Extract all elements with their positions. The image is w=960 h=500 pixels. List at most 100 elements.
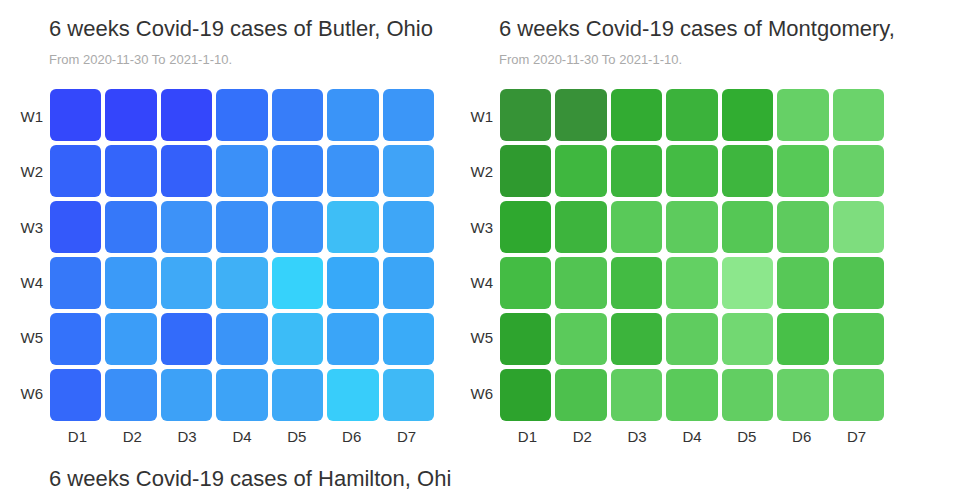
x-axis-label: D7 [829, 428, 884, 445]
heatmap-cell[interactable] [105, 145, 156, 197]
heatmap-cell[interactable] [327, 257, 378, 309]
heatmap-cell[interactable] [500, 145, 551, 197]
heatmap-cell[interactable] [500, 257, 551, 309]
heatmap-cell[interactable] [216, 257, 267, 309]
heatmap-cell[interactable] [105, 369, 156, 421]
heatmap-cell[interactable] [833, 201, 884, 253]
heatmap-cell[interactable] [50, 145, 101, 197]
heatmap-cell[interactable] [833, 89, 884, 141]
x-axis-label: D2 [105, 428, 160, 445]
heatmap-cell[interactable] [161, 369, 212, 421]
heatmap-cell[interactable] [555, 201, 606, 253]
heatmap-cell[interactable] [383, 257, 434, 309]
heatmap-cell[interactable] [611, 257, 662, 309]
heatmap-cell[interactable] [500, 89, 551, 141]
heatmap-cell[interactable] [272, 201, 323, 253]
heatmap-cell[interactable] [722, 201, 773, 253]
heatmap-cell[interactable] [777, 369, 828, 421]
heatmap-cell[interactable] [272, 313, 323, 365]
heatmap-cell[interactable] [161, 89, 212, 141]
chart-title: 6 weeks Covid-19 cases of Butler, Ohio [49, 16, 450, 42]
chart-title: 6 weeks Covid-19 cases of Montgomery, [499, 16, 900, 42]
heatmap-cell[interactable] [327, 145, 378, 197]
heatmap-cell[interactable] [555, 89, 606, 141]
butler-heatmap-chart: 6 weeks Covid-19 cases of Butler, Ohio F… [0, 0, 450, 450]
heatmap-cell[interactable] [777, 201, 828, 253]
heatmap-cell[interactable] [327, 201, 378, 253]
heatmap-cell[interactable] [833, 145, 884, 197]
heatmap-cell[interactable] [327, 369, 378, 421]
chart-subtitle: From 2020-11-30 To 2021-1-10. [49, 52, 232, 67]
heatmap-cell[interactable] [216, 201, 267, 253]
heatmap-cell[interactable] [272, 145, 323, 197]
heatmap-cell[interactable] [383, 201, 434, 253]
heatmap-cell[interactable] [383, 369, 434, 421]
y-axis-label: W3 [0, 200, 43, 255]
heatmap-cell[interactable] [216, 89, 267, 141]
heatmap-cell[interactable] [272, 89, 323, 141]
heatmap-cell[interactable] [666, 145, 717, 197]
heatmap-cell[interactable] [50, 257, 101, 309]
heatmap-cell[interactable] [611, 369, 662, 421]
heatmap-cell[interactable] [722, 145, 773, 197]
heatmap-cell[interactable] [105, 257, 156, 309]
heatmap-cell[interactable] [161, 313, 212, 365]
heatmap-cell[interactable] [666, 313, 717, 365]
heatmap-cell[interactable] [50, 89, 101, 141]
heatmap-cell[interactable] [611, 89, 662, 141]
y-axis-label: W4 [0, 255, 43, 310]
heatmap-cell[interactable] [327, 313, 378, 365]
heatmap-cell[interactable] [555, 257, 606, 309]
heatmap-cell[interactable] [105, 89, 156, 141]
x-axis-label: D7 [379, 428, 434, 445]
x-axis-label: D4 [665, 428, 720, 445]
heatmap-cell[interactable] [105, 313, 156, 365]
heatmap-cell[interactable] [50, 313, 101, 365]
y-axis-labels: W1W2W3W4W5W6 [0, 89, 43, 421]
heatmap-cell[interactable] [722, 313, 773, 365]
heatmap-cell[interactable] [500, 313, 551, 365]
heatmap-cell[interactable] [105, 201, 156, 253]
heatmap-cell[interactable] [50, 369, 101, 421]
heatmap-cell[interactable] [216, 313, 267, 365]
heatmap-cell[interactable] [555, 145, 606, 197]
y-axis-label: W5 [0, 310, 43, 365]
heatmap-cell[interactable] [161, 257, 212, 309]
heatmap-cell[interactable] [161, 201, 212, 253]
heatmap-cell[interactable] [272, 369, 323, 421]
heatmap-cell[interactable] [50, 201, 101, 253]
heatmap-cell[interactable] [500, 369, 551, 421]
heatmap-cell[interactable] [666, 89, 717, 141]
heatmap-cell[interactable] [833, 369, 884, 421]
heatmap-cell[interactable] [216, 369, 267, 421]
heatmap-cell[interactable] [327, 89, 378, 141]
heatmap-cell[interactable] [611, 313, 662, 365]
heatmap-cell[interactable] [383, 89, 434, 141]
heatmap-cell[interactable] [272, 257, 323, 309]
heatmap-cell[interactable] [833, 257, 884, 309]
heatmap-cell[interactable] [722, 257, 773, 309]
heatmap-cell[interactable] [216, 145, 267, 197]
heatmap-cell[interactable] [666, 201, 717, 253]
heatmap-cell[interactable] [161, 145, 212, 197]
heatmap-cell[interactable] [555, 313, 606, 365]
heatmap-cell[interactable] [611, 201, 662, 253]
heatmap-cell[interactable] [500, 201, 551, 253]
heatmap-cell[interactable] [383, 313, 434, 365]
heatmap-cell[interactable] [722, 369, 773, 421]
heatmap-cell[interactable] [777, 313, 828, 365]
heatmap-cell[interactable] [777, 257, 828, 309]
heatmap-cell[interactable] [777, 145, 828, 197]
heatmap-cell[interactable] [777, 89, 828, 141]
heatmap-cell[interactable] [722, 89, 773, 141]
heatmap-cell[interactable] [666, 369, 717, 421]
heatmap-cell[interactable] [555, 369, 606, 421]
heatmap-cell[interactable] [666, 257, 717, 309]
heatmap-cell[interactable] [383, 145, 434, 197]
y-axis-label: W6 [450, 366, 493, 421]
heatmap-cell[interactable] [611, 145, 662, 197]
x-axis-label: D2 [555, 428, 610, 445]
heatmap-cell[interactable] [833, 313, 884, 365]
x-axis-label: D1 [500, 428, 555, 445]
heatmap-grid [500, 89, 884, 421]
